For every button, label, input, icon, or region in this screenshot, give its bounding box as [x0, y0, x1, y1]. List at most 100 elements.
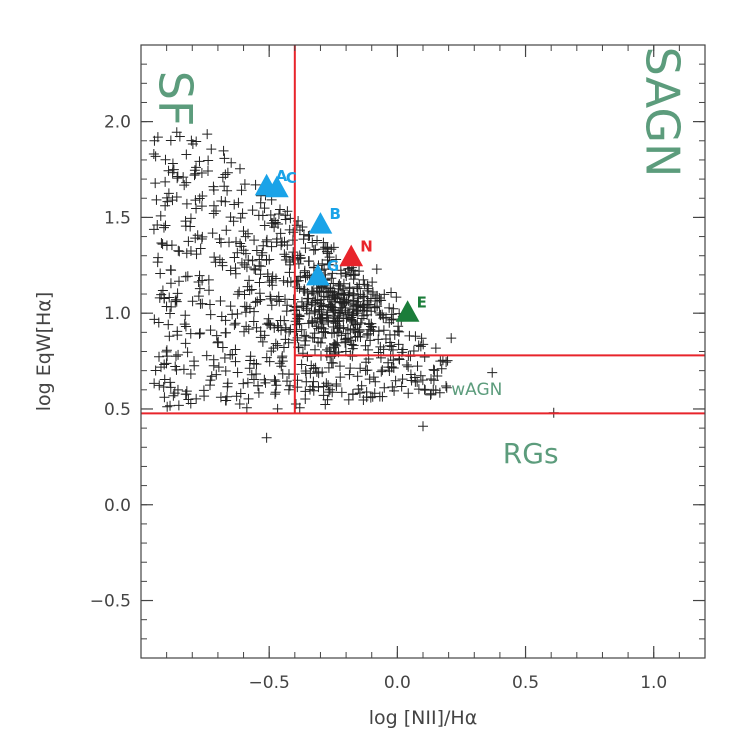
data-cross [368, 372, 379, 383]
data-cross [280, 214, 291, 225]
data-cross [149, 378, 160, 389]
data-cross [161, 358, 172, 369]
data-cross [243, 324, 254, 335]
data-cross [164, 292, 175, 303]
data-cross [335, 372, 346, 383]
data-cross [247, 255, 258, 266]
data-cross [154, 351, 165, 362]
data-cross [347, 389, 358, 400]
data-cross [255, 261, 266, 272]
data-cross [281, 251, 292, 262]
data-cross [264, 254, 275, 265]
data-cross [348, 289, 359, 300]
data-cross [299, 265, 310, 276]
data-cross [178, 172, 189, 183]
data-cross [294, 283, 305, 294]
data-cross [346, 339, 357, 350]
data-cross [296, 324, 307, 335]
data-cross [165, 400, 176, 411]
data-cross [161, 240, 172, 251]
data-cross [232, 367, 243, 378]
data-cross [172, 171, 183, 182]
data-cross [189, 356, 200, 367]
data-cross [185, 369, 196, 380]
data-cross [185, 245, 196, 256]
data-cross [231, 236, 242, 247]
data-cross [323, 380, 334, 391]
data-cross [436, 363, 447, 374]
data-cross [380, 334, 391, 345]
data-cross [393, 339, 404, 350]
data-cross [297, 348, 308, 359]
data-cross [376, 366, 387, 377]
data-cross [214, 254, 225, 265]
data-cross [269, 215, 280, 226]
data-cross [284, 267, 295, 278]
data-cross [164, 331, 175, 342]
data-cross [245, 351, 256, 362]
region-label-sf: SF [148, 71, 202, 127]
data-cross [230, 344, 241, 355]
data-cross [324, 259, 335, 270]
data-cross [377, 365, 388, 376]
data-cross [230, 356, 241, 367]
divider-lines [141, 45, 705, 415]
data-cross [284, 224, 295, 235]
data-cross [249, 306, 260, 317]
data-cross [246, 284, 257, 295]
marker-g [306, 263, 330, 286]
data-cross [170, 351, 181, 362]
data-cross [159, 293, 170, 304]
data-cross [365, 392, 376, 403]
data-cross [251, 359, 262, 370]
data-cross [243, 228, 254, 239]
data-cross [281, 306, 292, 317]
data-cross [360, 340, 371, 351]
data-cross [235, 388, 246, 399]
data-cross [270, 387, 281, 398]
data-cross [157, 239, 168, 250]
data-cross [187, 296, 198, 307]
data-cross [165, 377, 176, 388]
data-cross [331, 379, 342, 390]
data-cross [206, 371, 217, 382]
data-cross [350, 300, 361, 311]
data-cross [250, 297, 261, 308]
data-cross [225, 349, 236, 360]
data-cross [206, 144, 217, 155]
data-cross [358, 291, 369, 302]
data-cross [280, 210, 291, 221]
data-cross [384, 302, 395, 313]
data-cross [195, 243, 206, 254]
data-cross [312, 286, 323, 297]
data-cross [274, 204, 285, 215]
data-cross [165, 135, 176, 146]
data-cross [246, 369, 257, 380]
data-cross [317, 319, 328, 330]
data-cross [150, 178, 161, 189]
data-cross [278, 342, 289, 353]
data-cross [164, 308, 175, 319]
data-cross [426, 373, 437, 384]
data-cross [365, 324, 376, 335]
data-cross [329, 327, 340, 338]
data-cross [364, 374, 375, 385]
data-cross [150, 365, 161, 376]
data-cross [202, 129, 213, 140]
data-cross [441, 357, 452, 368]
data-cross [388, 303, 399, 314]
data-cross [193, 291, 204, 302]
region-label-sagn: SAGN [635, 47, 689, 178]
data-cross [230, 318, 241, 329]
data-cross [403, 388, 414, 399]
data-cross [282, 240, 293, 251]
data-cross [213, 336, 224, 347]
axis-ticks: −0.5 0.0 0.5 1.0 −0.5 0.0 0.5 1.0 1.5 2.0 [90, 44, 706, 693]
data-cross [149, 135, 160, 146]
data-cross [379, 289, 390, 300]
data-cross [300, 243, 311, 254]
data-cross [328, 311, 339, 322]
data-cross [154, 292, 165, 303]
data-cross [301, 331, 312, 342]
